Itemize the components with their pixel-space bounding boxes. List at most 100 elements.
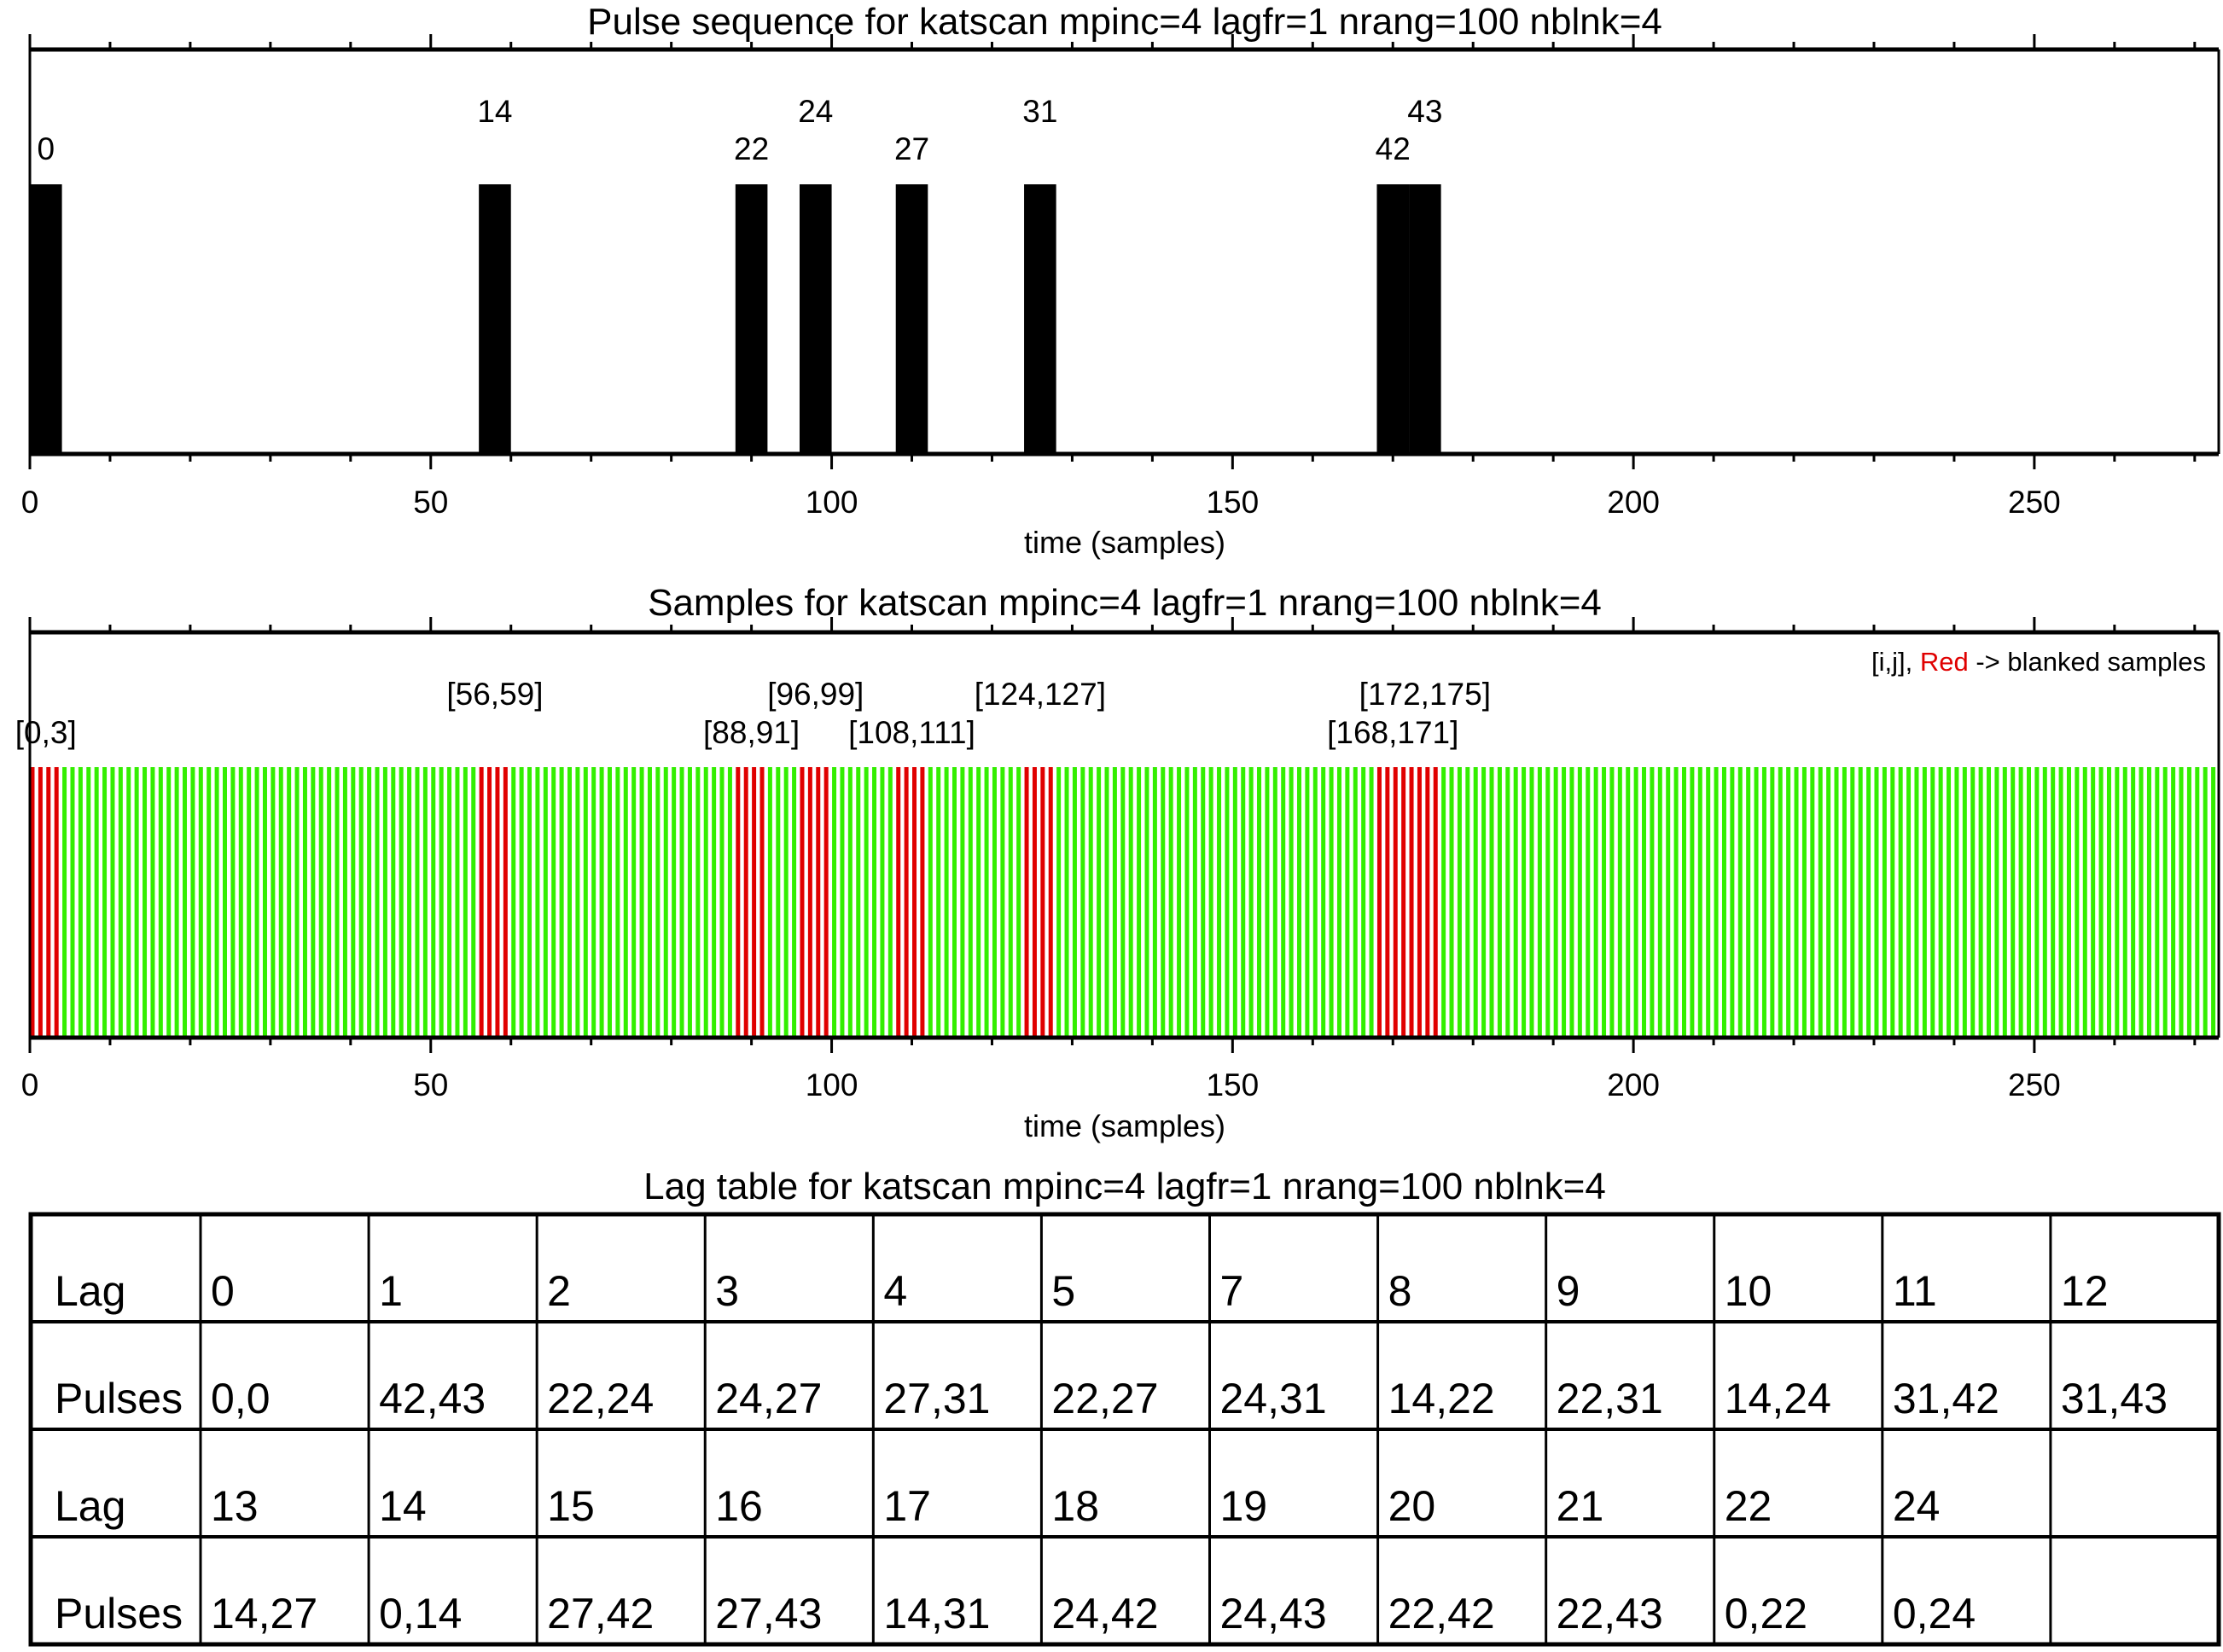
blanked-sample-stripe bbox=[904, 767, 909, 1037]
sample-stripe bbox=[1898, 767, 1903, 1037]
sample-stripe bbox=[1562, 767, 1567, 1037]
sample-stripe bbox=[559, 767, 564, 1037]
sample-stripe bbox=[1626, 767, 1631, 1037]
blanked-range-label: [172,175] bbox=[1359, 677, 1491, 712]
sample-stripe bbox=[2075, 767, 2080, 1037]
sample-stripe bbox=[1321, 767, 1326, 1037]
sample-stripe bbox=[647, 767, 652, 1037]
pulse-bar bbox=[895, 184, 928, 454]
sample-stripe bbox=[2106, 767, 2111, 1037]
lag-table-title: Lag table for katscan mpinc=4 lagfr=1 nr… bbox=[643, 1166, 1606, 1207]
sample-stripe bbox=[1586, 767, 1591, 1037]
sample-stripe bbox=[631, 767, 637, 1037]
pulse-bar bbox=[30, 184, 62, 454]
sample-stripe bbox=[1097, 767, 1102, 1037]
blanked-sample-stripe bbox=[1409, 767, 1414, 1037]
sample-stripe bbox=[1577, 767, 1582, 1037]
table-cell: 5 bbox=[1051, 1267, 1075, 1315]
sample-stripe bbox=[1457, 767, 1462, 1037]
x-tick-label: 200 bbox=[1607, 1067, 1660, 1102]
sample-stripe bbox=[928, 767, 933, 1037]
x-tick-label: 150 bbox=[1206, 485, 1259, 520]
table-cell: 0,22 bbox=[1725, 1590, 1807, 1637]
sample-stripe bbox=[567, 767, 573, 1037]
sample-stripe bbox=[1329, 767, 1334, 1037]
sample-stripe bbox=[1168, 767, 1173, 1037]
sample-stripe bbox=[1128, 767, 1133, 1037]
sample-stripe bbox=[1569, 767, 1574, 1037]
sample-stripe bbox=[551, 767, 556, 1037]
table-cell: 0 bbox=[211, 1267, 235, 1315]
sample-stripe bbox=[2179, 767, 2184, 1037]
sample-stripe bbox=[2155, 767, 2160, 1037]
sample-stripe bbox=[1770, 767, 1775, 1037]
blanked-sample-stripe bbox=[743, 767, 748, 1037]
sample-stripe bbox=[976, 767, 981, 1037]
sample-stripe bbox=[639, 767, 644, 1037]
samples-axes: 0 50 100 150 200 250 bbox=[21, 617, 2220, 1102]
sample-stripe bbox=[2058, 767, 2063, 1037]
sample-stripe bbox=[880, 767, 885, 1037]
sample-stripe bbox=[431, 767, 436, 1037]
blanked-range-label: [96,99] bbox=[767, 677, 864, 712]
sample-stripe bbox=[1746, 767, 1751, 1037]
sample-stripe bbox=[1666, 767, 1671, 1037]
sample-stripe bbox=[1537, 767, 1542, 1037]
sample-stripe bbox=[1642, 767, 1647, 1037]
pulse-axes: 0 50 100 150 200 250 bbox=[21, 34, 2220, 520]
sample-stripe bbox=[1617, 767, 1622, 1037]
sample-stripe bbox=[951, 767, 957, 1037]
sample-stripe bbox=[1754, 767, 1759, 1037]
sample-stripe bbox=[2162, 767, 2168, 1037]
sample-stripe bbox=[2131, 767, 2136, 1037]
table-cell: 14,31 bbox=[883, 1590, 990, 1637]
table-cell: 14,27 bbox=[211, 1590, 317, 1637]
table-cell: 2 bbox=[547, 1267, 571, 1315]
pulse-bar bbox=[1376, 184, 1410, 454]
sample-stripe bbox=[1137, 767, 1142, 1037]
sample-stripe bbox=[1794, 767, 1799, 1037]
sample-stripe bbox=[535, 767, 540, 1037]
table-cell: 11 bbox=[1893, 1267, 1937, 1315]
blanked-sample-stripe bbox=[30, 767, 35, 1037]
lag-table: Lag table for katscan mpinc=4 lagfr=1 nr… bbox=[28, 1166, 2221, 1647]
sample-stripe bbox=[1858, 767, 1863, 1037]
sample-stripe bbox=[712, 767, 717, 1037]
sample-stripe bbox=[375, 767, 380, 1037]
sample-stripe bbox=[1088, 767, 1093, 1037]
sample-stripe bbox=[134, 767, 139, 1037]
sample-stripe bbox=[1737, 767, 1743, 1037]
table-cell: 24,43 bbox=[1220, 1590, 1327, 1637]
sample-stripe bbox=[1336, 767, 1341, 1037]
table-cell: 22,31 bbox=[1557, 1375, 1663, 1422]
sample-stripe bbox=[1152, 767, 1157, 1037]
sample-stripe bbox=[1120, 767, 1126, 1037]
blanked-sample-stripe bbox=[1425, 767, 1430, 1037]
sample-stripe bbox=[1721, 767, 1726, 1037]
sample-stripe bbox=[214, 767, 219, 1037]
sample-stripe bbox=[1217, 767, 1222, 1037]
sample-stripe bbox=[247, 767, 252, 1037]
sample-stripe bbox=[2011, 767, 2016, 1037]
sample-stripe bbox=[2091, 767, 2096, 1037]
sample-stripe bbox=[2042, 767, 2047, 1037]
sample-stripe bbox=[792, 767, 797, 1037]
x-tick-label: 100 bbox=[806, 1067, 858, 1102]
sample-stripe bbox=[158, 767, 163, 1037]
sample-stripe bbox=[126, 767, 131, 1037]
sample-stripe bbox=[183, 767, 188, 1037]
pulse-plot-xlabel: time (samples) bbox=[1024, 525, 1225, 560]
legend-prefix: [i,j], bbox=[1871, 647, 1912, 677]
sample-stripe bbox=[703, 767, 708, 1037]
sample-stripe bbox=[872, 767, 877, 1037]
sample-stripe bbox=[887, 767, 893, 1037]
table-cell: 21 bbox=[1557, 1482, 1604, 1530]
sample-stripe bbox=[222, 767, 227, 1037]
table-cell: 0,24 bbox=[1893, 1590, 1976, 1637]
table-cell: 27,42 bbox=[547, 1590, 654, 1637]
table-cell: 31,42 bbox=[1893, 1375, 1999, 1422]
x-tick-label: 250 bbox=[2008, 1067, 2061, 1102]
sample-stripe bbox=[968, 767, 973, 1037]
sample-stripe bbox=[2034, 767, 2040, 1037]
sample-stripe bbox=[591, 767, 596, 1037]
